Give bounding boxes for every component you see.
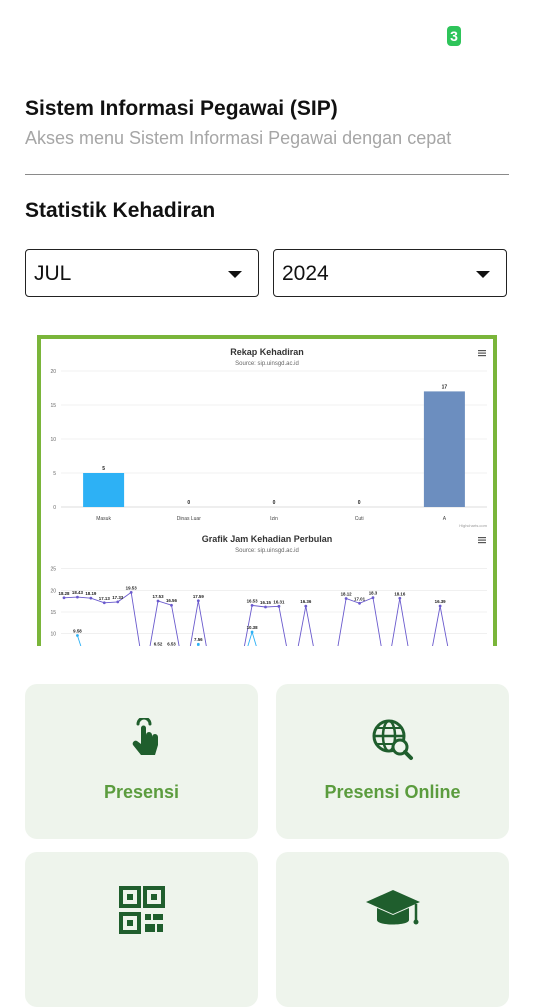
year-select[interactable]: 2024: [273, 249, 507, 297]
bar-x-tick-label: Dinas Luar: [177, 516, 202, 522]
series-point: [156, 599, 160, 603]
line-data-label: 16.31: [273, 599, 285, 604]
bar-chart-credits: Highcharts.com: [459, 523, 487, 528]
bar-y-tick-label: 5: [53, 471, 56, 477]
menu-tile-qr[interactable]: [25, 852, 258, 1007]
series-point: [344, 597, 348, 600]
bar: [423, 391, 465, 507]
menu-tile-label: Presensi: [103, 782, 180, 802]
line-data-label: 18.16: [394, 591, 406, 596]
line-data-label: 16.15: [260, 600, 272, 605]
series-point: [438, 604, 442, 608]
bar-x-tick-label: Masuk: [96, 516, 111, 522]
page-subtitle: Akses menu Sistem Informasi Pegawai deng…: [25, 128, 452, 148]
line-chart-subtitle: Source: sip.uinsgd.ac.id: [235, 548, 299, 554]
series-point: [102, 601, 106, 605]
bar-data-label: 17: [442, 384, 448, 390]
year-select-value: 2024: [282, 262, 329, 285]
chevron-down-icon: [228, 271, 242, 278]
bar-data-label: 0: [187, 500, 190, 506]
line-data-label: 6.52: [154, 642, 163, 646]
series-point: [129, 590, 133, 594]
page-title: Sistem Informasi Pegawai (SIP): [25, 97, 338, 120]
series-point: [116, 600, 120, 604]
series-point: [277, 604, 281, 608]
series-point: [398, 596, 402, 600]
series-point: [250, 630, 254, 634]
bar-data-label: 0: [358, 500, 361, 506]
line-data-label: 18.43: [72, 590, 84, 595]
line-data-label: 18.3: [369, 591, 378, 596]
bar-y-tick-label: 20: [50, 369, 56, 375]
line-data-label: 18.28: [59, 591, 71, 596]
line-data-label: 7.56: [194, 637, 203, 642]
bar: [83, 473, 125, 507]
series-point: [76, 634, 79, 637]
menu-icon[interactable]: [478, 537, 486, 544]
line-y-tick-label: 20: [50, 588, 56, 594]
line-data-label: 18.19: [85, 591, 97, 596]
series-point: [62, 596, 66, 600]
line-data-label: 16.53: [247, 598, 259, 603]
bar-x-tick-label: A: [443, 516, 447, 522]
month-select[interactable]: JUL: [25, 249, 259, 297]
qr-code-icon: [118, 886, 165, 939]
series-point: [76, 595, 79, 599]
tap-icon: [122, 716, 162, 767]
bar-data-label: 5: [102, 466, 105, 472]
series-point: [250, 603, 254, 607]
bar-chart-subtitle: Source: sip.uinsgd.ac.id: [235, 361, 299, 367]
bar-y-tick-label: 15: [50, 403, 56, 409]
bar-y-tick-label: 10: [50, 437, 56, 443]
series-point: [170, 603, 173, 607]
line-chart-title: Grafik Jam Kehadian Perbulan: [202, 534, 333, 544]
line-data-label: 9.58: [73, 628, 82, 633]
line-data-label: 17.13: [99, 596, 111, 601]
line-data-label: 10.38: [247, 625, 259, 630]
line-data-label: 18.12: [341, 591, 353, 596]
series-point: [304, 604, 308, 608]
menu-icon[interactable]: [478, 350, 486, 357]
menu-tile-presensi[interactable]: Presensi: [25, 684, 258, 839]
line-data-label: 16.39: [435, 599, 447, 604]
line-y-tick-label: 25: [50, 567, 56, 573]
month-select-value: JUL: [34, 262, 72, 285]
line-y-tick-label: 10: [50, 632, 56, 638]
app-badge-icon: 3: [447, 26, 461, 46]
menu-tile-education[interactable]: [276, 852, 509, 1007]
menu-tile-presensi-online[interactable]: Presensi Online: [276, 684, 509, 839]
chart-webview[interactable]: Rekap Kehadiran Source: sip.uinsgd.ac.id…: [37, 335, 497, 646]
globe-search-icon: [371, 718, 415, 767]
chevron-down-icon: [476, 271, 490, 278]
line-data-label: 17.59: [193, 594, 205, 599]
series-point: [371, 596, 375, 600]
line-data-label: 19.53: [126, 585, 138, 590]
series-point: [264, 605, 267, 609]
bar-x-tick-label: Cuti: [355, 516, 364, 522]
line-y-tick-label: 15: [50, 610, 56, 616]
line-data-label: 16.36: [300, 599, 312, 604]
line-data-label: 6.53: [167, 642, 176, 646]
divider: [25, 174, 509, 175]
bar-x-tick-label: Izin: [270, 516, 278, 522]
section-title: Statistik Kehadiran: [25, 199, 216, 222]
line-data-label: 17.53: [153, 594, 165, 599]
graduation-cap-icon: [364, 886, 422, 939]
series-point: [196, 599, 200, 603]
bar-data-label: 0: [273, 500, 276, 506]
line-data-label: 17.01: [354, 596, 366, 601]
line-data-label: 17.33: [112, 595, 124, 600]
series-point: [196, 642, 200, 646]
bar-y-tick-label: 0: [53, 505, 56, 511]
bar-chart-title: Rekap Kehadiran: [230, 347, 304, 357]
menu-tile-label: Presensi Online: [324, 782, 461, 802]
series-point: [358, 601, 361, 605]
line-data-label: 16.56: [166, 598, 178, 603]
charts-svg: Rekap Kehadiran Source: sip.uinsgd.ac.id…: [50, 347, 488, 646]
series-point: [89, 596, 93, 600]
